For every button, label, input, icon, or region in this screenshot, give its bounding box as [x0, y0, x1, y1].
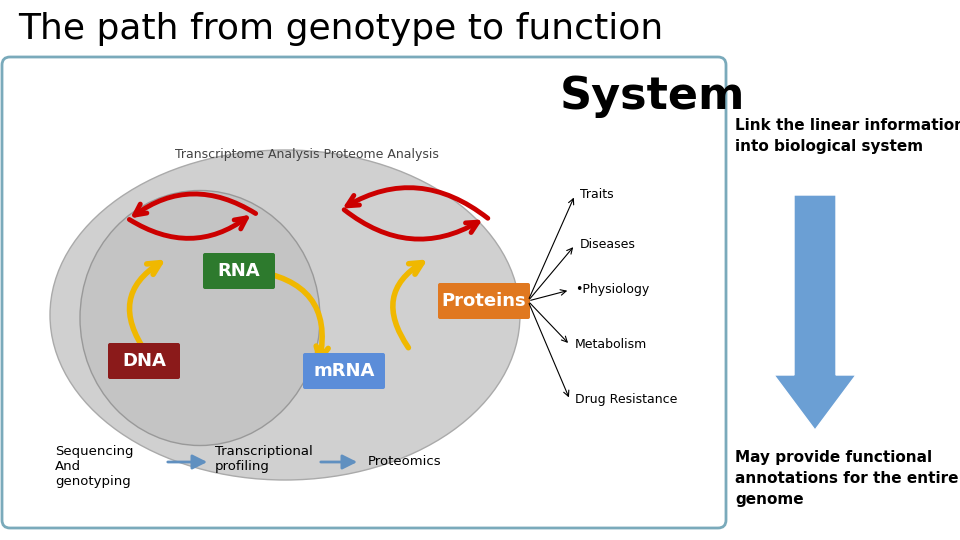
FancyArrow shape [774, 195, 856, 430]
Ellipse shape [80, 191, 320, 446]
Text: mRNA: mRNA [313, 362, 374, 380]
FancyBboxPatch shape [108, 343, 180, 379]
Text: DNA: DNA [122, 352, 166, 370]
Text: •Physiology: •Physiology [575, 284, 649, 296]
Text: Drug Resistance: Drug Resistance [575, 394, 678, 407]
Text: The path from genotype to function: The path from genotype to function [18, 12, 663, 46]
Text: RNA: RNA [218, 262, 260, 280]
Text: Transcriptome Analysis Proteome Analysis: Transcriptome Analysis Proteome Analysis [175, 148, 439, 161]
FancyBboxPatch shape [203, 253, 275, 289]
FancyBboxPatch shape [438, 283, 530, 319]
Ellipse shape [50, 150, 520, 480]
Text: Diseases: Diseases [580, 239, 636, 252]
FancyBboxPatch shape [303, 353, 385, 389]
Text: Metabolism: Metabolism [575, 339, 647, 352]
Text: Transcriptional
profiling: Transcriptional profiling [215, 445, 313, 473]
Text: Proteins: Proteins [442, 292, 526, 310]
FancyBboxPatch shape [2, 57, 726, 528]
Text: Link the linear information
into biological system: Link the linear information into biologi… [735, 118, 960, 154]
Text: System: System [560, 75, 745, 118]
Text: Traits: Traits [580, 188, 613, 201]
Text: Proteomics: Proteomics [368, 455, 442, 468]
Text: May provide functional
annotations for the entire
genome: May provide functional annotations for t… [735, 450, 958, 507]
Text: Sequencing
And
genotyping: Sequencing And genotyping [55, 445, 133, 488]
